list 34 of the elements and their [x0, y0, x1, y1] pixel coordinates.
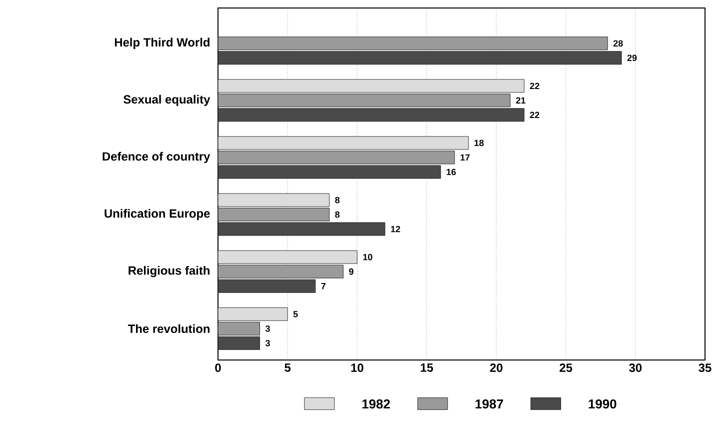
data-label: 22: [530, 82, 540, 90]
data-label: 16: [446, 168, 456, 176]
y-tick-label: Religious faith: [128, 266, 210, 278]
data-label: 9: [349, 268, 354, 275]
data-label: 22: [530, 112, 540, 118]
data-label: 3: [265, 340, 270, 346]
y-tick-label: Sexual equality: [124, 94, 210, 106]
legend-label: 1982: [362, 399, 390, 409]
legend-label: 1987: [476, 399, 504, 409]
x-tick-label: 30: [629, 364, 642, 372]
data-label: 17: [460, 154, 470, 161]
x-tick-label: 5: [284, 364, 291, 372]
x-tick-label: 35: [698, 364, 712, 372]
legend-label: 1990: [588, 399, 616, 409]
data-label: 29: [627, 54, 637, 62]
y-tick-label: Defence of country: [102, 152, 210, 164]
data-label: 8: [335, 196, 340, 204]
x-tick-label: 0: [215, 364, 221, 372]
x-tick-label: 25: [560, 364, 572, 372]
x-tick-label: 10: [351, 364, 364, 372]
data-label: 18: [474, 140, 484, 146]
data-label: 21: [516, 97, 526, 104]
y-tick-label: Help Third World: [114, 38, 210, 49]
data-label: 10: [363, 254, 372, 260]
x-tick-label: 15: [420, 364, 434, 372]
data-label: 5: [293, 310, 298, 318]
data-label: 28: [613, 40, 623, 47]
y-tick-label: The revolution: [128, 324, 210, 334]
x-tick-label: 20: [490, 364, 502, 372]
data-label: 12: [391, 226, 400, 232]
data-label: 8: [335, 211, 340, 218]
y-tick-label: Unification Europe: [104, 208, 210, 220]
data-label: 3: [265, 325, 270, 332]
data-label: 7: [321, 282, 326, 290]
